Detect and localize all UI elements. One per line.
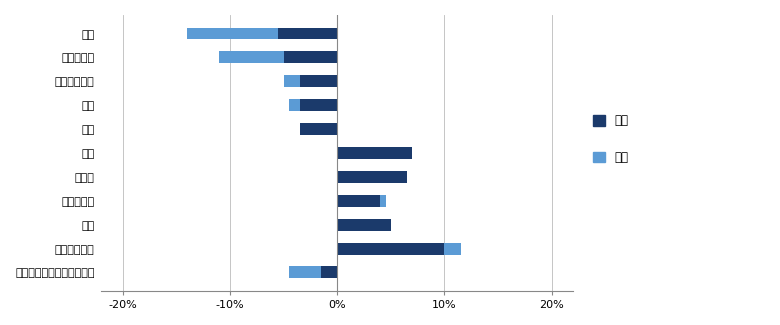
Bar: [289, 99, 300, 111]
Bar: [321, 266, 337, 279]
Bar: [380, 195, 385, 207]
Bar: [219, 51, 284, 63]
Bar: [278, 28, 337, 40]
Bar: [187, 28, 278, 40]
Bar: [300, 75, 337, 87]
Bar: [337, 242, 445, 254]
Bar: [375, 171, 407, 183]
Bar: [337, 147, 413, 159]
Bar: [337, 195, 380, 207]
Legend: 株式, 通貨: 株式, 通貨: [593, 114, 629, 164]
Bar: [385, 147, 413, 159]
Bar: [337, 171, 407, 183]
Bar: [337, 219, 391, 231]
Bar: [300, 123, 337, 135]
Bar: [300, 99, 337, 111]
Bar: [445, 242, 460, 254]
Bar: [284, 75, 300, 87]
Bar: [289, 266, 321, 279]
Bar: [284, 51, 337, 63]
